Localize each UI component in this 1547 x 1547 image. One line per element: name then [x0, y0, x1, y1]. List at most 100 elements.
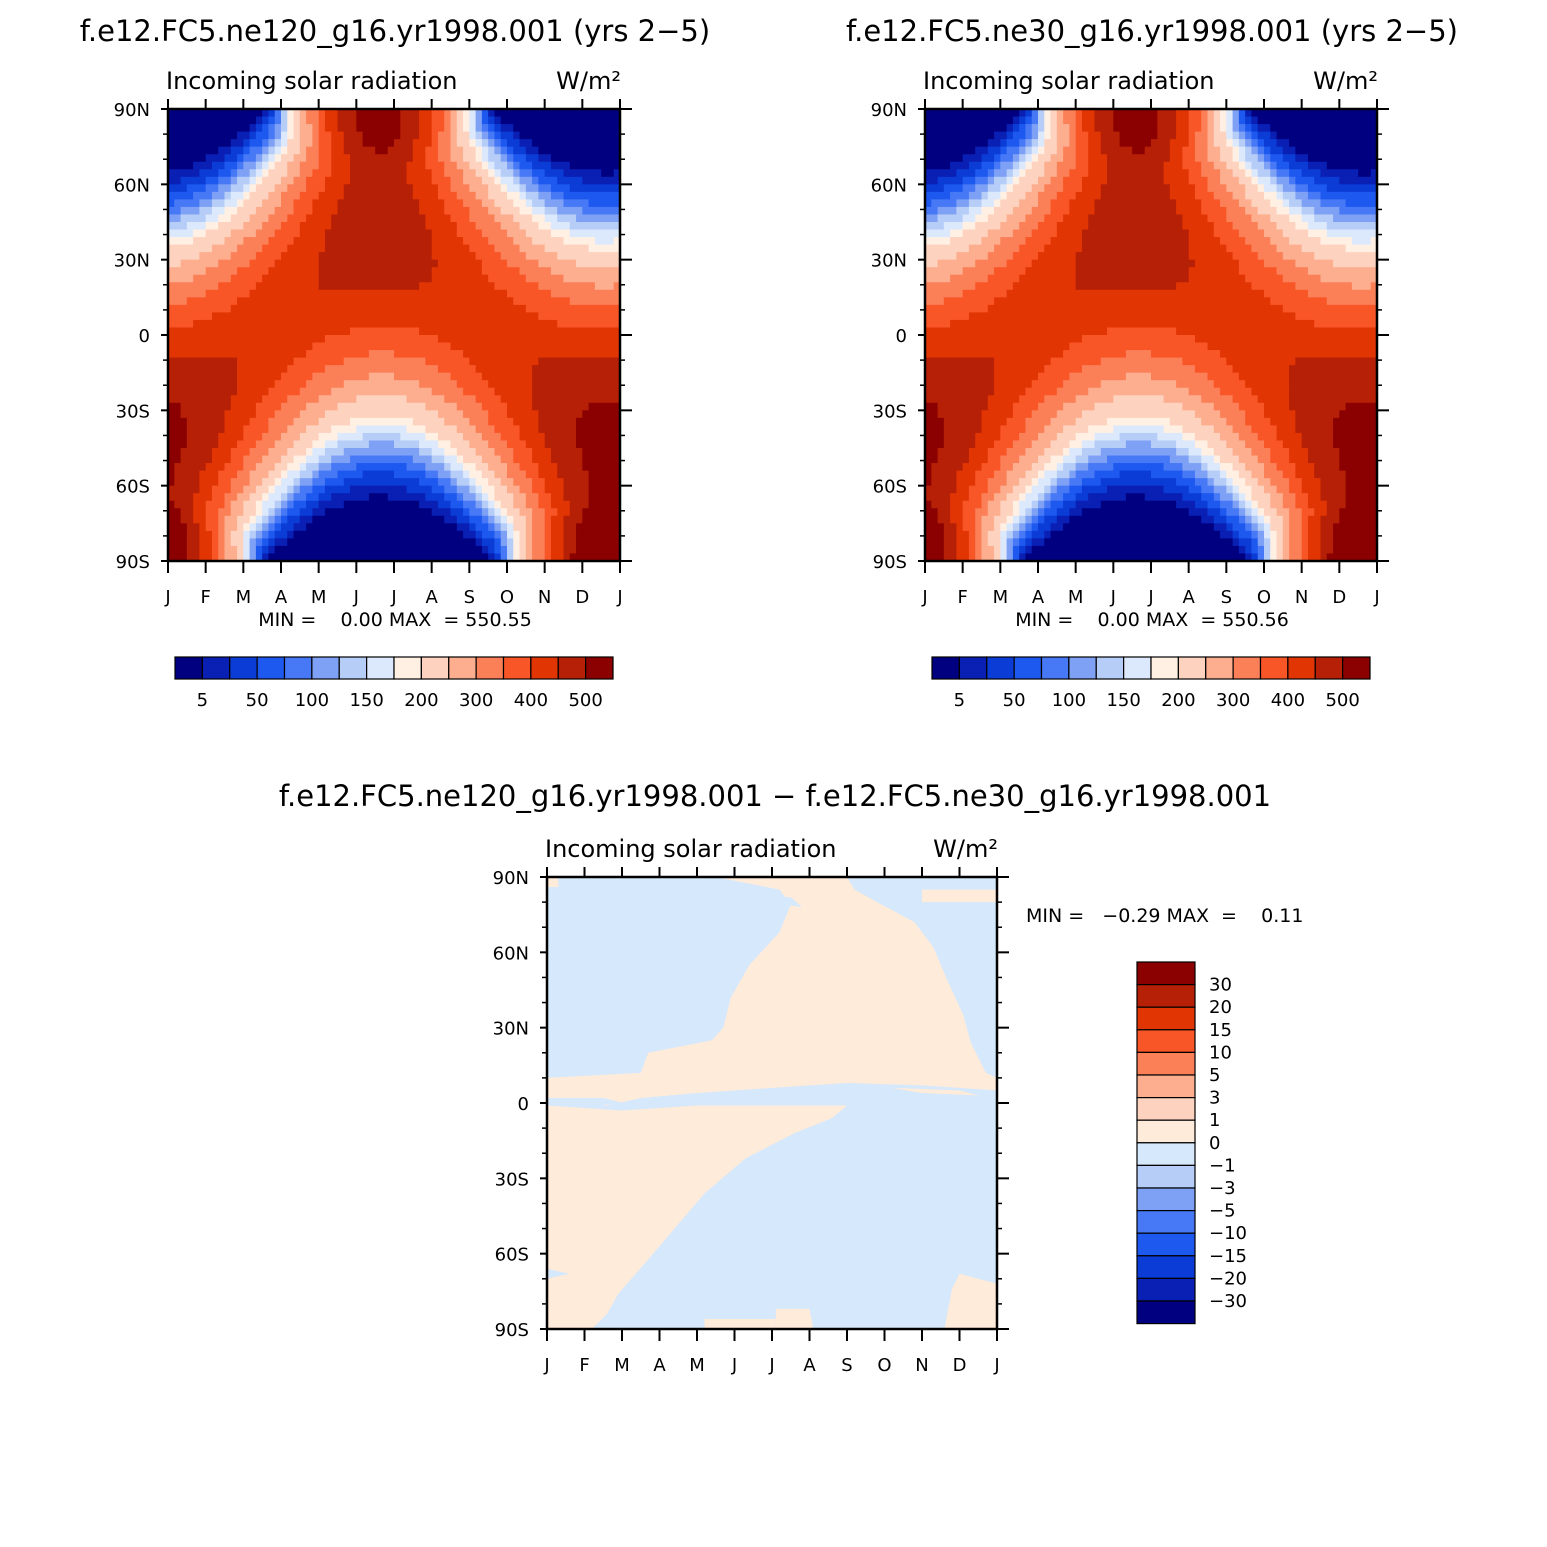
heatmap-cell [1056, 229, 1083, 238]
heatmap-cell [1081, 365, 1196, 374]
heatmap-cell [1226, 109, 1234, 118]
heatmap-cell [180, 206, 200, 216]
heatmap-cell [1251, 425, 1278, 434]
heatmap-cell [224, 206, 238, 216]
heatmap-cell [168, 169, 200, 178]
heatmap-cell [450, 124, 458, 133]
heatmap-cell [306, 176, 326, 185]
heatmap-cell [513, 214, 533, 223]
heatmap-cell [1006, 124, 1014, 133]
colorbar-label: 150 [349, 690, 383, 711]
heatmap-cell [475, 222, 502, 231]
x-tick-label: J [1373, 587, 1379, 608]
heatmap-cell [437, 410, 464, 419]
heatmap-cell [1301, 530, 1309, 539]
heatmap-cell [243, 191, 251, 200]
heatmap-cell [1207, 500, 1221, 509]
heatmap-cell [1282, 146, 1296, 155]
heatmap-cell [1238, 109, 1246, 118]
y-tick-label: 90N [493, 868, 529, 889]
heatmap-cell [412, 184, 439, 193]
heatmap-cell [1307, 448, 1340, 457]
heatmap-cell [481, 515, 489, 524]
heatmap-cell [1201, 169, 1221, 178]
heatmap-cell [1264, 402, 1290, 411]
heatmap-cell [494, 500, 502, 509]
heatmap-cell [1012, 184, 1033, 193]
heatmap-cell [419, 380, 458, 389]
heatmap-cell [532, 139, 620, 148]
heatmap-cell [1320, 545, 1334, 555]
heatmap-cell [1063, 500, 1077, 509]
heatmap-cell [1069, 508, 1083, 517]
heatmap-cell [968, 530, 976, 539]
heatmap-cell [425, 214, 452, 223]
heatmap-cell [576, 417, 620, 426]
heatmap-cell [1163, 485, 1190, 494]
heatmap-cell [1289, 553, 1303, 561]
heatmap-cell [994, 161, 1001, 170]
heatmap-cell [1333, 214, 1377, 223]
heatmap-cell [1270, 455, 1290, 464]
heatmap-cell [243, 530, 251, 539]
heatmap-cell [532, 553, 546, 561]
heatmap-cell [1025, 116, 1033, 125]
heatmap-cell [931, 463, 964, 472]
heatmap-cell [218, 214, 232, 223]
heatmap-cell [557, 508, 571, 517]
heatmap-cell [488, 169, 496, 178]
heatmap-cell [437, 432, 464, 442]
heatmap-cell [450, 214, 470, 223]
heatmap-cell [274, 440, 295, 449]
heatmap-cell [1012, 176, 1020, 185]
heatmap-cell [281, 146, 288, 155]
heatmap-cell [488, 500, 496, 509]
heatmap-cell [1232, 109, 1240, 118]
heatmap-cell [1295, 463, 1315, 472]
heatmap-cell [1012, 282, 1077, 291]
heatmap-cell [1232, 116, 1240, 125]
heatmap-cell [1282, 470, 1296, 479]
heatmap-cell [1038, 146, 1045, 155]
heatmap-cell [1245, 116, 1253, 125]
heatmap-cell [281, 199, 295, 208]
heatmap-cell [943, 417, 983, 426]
heatmap-cell [412, 139, 433, 148]
heatmap-cell [168, 372, 238, 381]
heatmap-cell [287, 131, 295, 140]
heatmap-cell [513, 124, 620, 133]
heatmap-cell [1038, 139, 1045, 148]
heatmap-cell [425, 463, 445, 472]
heatmap-cell [500, 432, 521, 442]
colorbar-box [557, 656, 587, 680]
heatmap-cell [1232, 222, 1259, 231]
heatmap-cell [525, 184, 539, 193]
heatmap-cell [588, 485, 620, 494]
heatmap-cell [205, 154, 226, 163]
heatmap-cell [525, 191, 539, 200]
heatmap-cell [255, 440, 276, 449]
heatmap-cell [224, 154, 238, 163]
heatmap-cell [981, 463, 1001, 472]
heatmap-cell [1081, 478, 1102, 487]
y-tick-label: 30N [871, 251, 907, 272]
heatmap-cell [494, 161, 508, 170]
heatmap-cell [1232, 538, 1240, 547]
heatmap-cell [243, 508, 257, 517]
colorbar-label: 20 [1209, 997, 1232, 1018]
colorbar-box [585, 656, 614, 680]
heatmap-cell [532, 161, 552, 170]
heatmap-cell [613, 237, 620, 246]
heatmap-cell [211, 485, 232, 494]
heatmap-cell [925, 154, 964, 163]
heatmap-cell [1038, 116, 1045, 125]
heatmap-cell [1245, 417, 1271, 426]
heatmap-cell [287, 425, 307, 434]
heatmap-cell [500, 545, 508, 555]
heatmap-cell [1232, 131, 1240, 140]
heatmap-cell [318, 259, 439, 268]
heatmap-cell [463, 176, 483, 185]
heatmap-cell [268, 169, 288, 178]
heatmap-cell [975, 440, 995, 449]
colorbar-box [1068, 656, 1097, 680]
